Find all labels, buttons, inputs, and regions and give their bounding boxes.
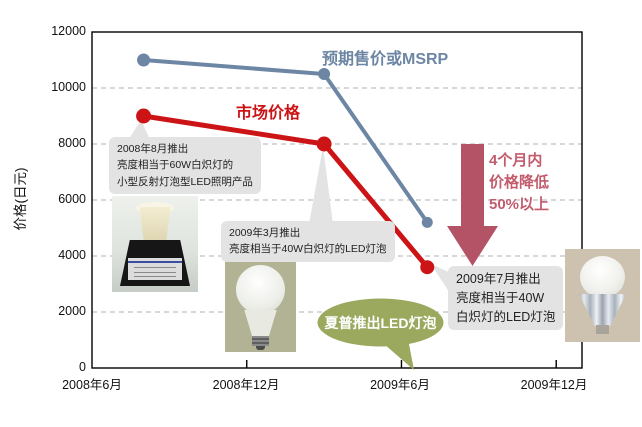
y-tick-label-0: 0 [79, 360, 86, 374]
callout-pointer-box1 [127, 120, 151, 142]
annotation-line: 亮度相当于60W白炽灯的 [117, 159, 234, 172]
product-photo-led-bulb-40w [225, 259, 296, 352]
product-photo-reflector-led-lamp [112, 196, 198, 292]
led-bulb-dome [580, 256, 625, 298]
annotation-line: 亮度相当于40W [456, 290, 545, 305]
y-tick-label-6000: 6000 [58, 192, 86, 206]
label-text-line [134, 272, 176, 273]
sharp-launch-bubble [317, 298, 444, 347]
msrp-point-2009年7月 [421, 216, 433, 228]
y-tick-label-8000: 8000 [58, 136, 86, 150]
reflector-bulb-body [139, 207, 171, 243]
price-drop-note-line: 价格降低 [489, 174, 550, 191]
annotation-2008-08: 2008年8月推出 亮度相当于60W白炽灯的 小型反射灯泡型LED照明产品 [109, 137, 261, 194]
annotation-line: 白炽灯的LED灯泡 [456, 309, 556, 324]
led-bulb-dome [236, 265, 285, 314]
price-drop-note: 4个月内 价格降低 50%以上 [489, 150, 549, 216]
annotation-line: 2008年8月推出 [117, 143, 189, 155]
x-tick-label-2008-12: 2008年12月 [212, 378, 280, 392]
msrp-point-2009年3月 [318, 68, 331, 80]
msrp-point-2008年8月 [137, 53, 151, 67]
market-series-label: 市场价格 [236, 105, 301, 122]
led-bulb-screw-base [252, 336, 269, 346]
price-drop-note-line: 4个月内 [489, 152, 543, 169]
annotation-2009-07: 2009年7月推出 亮度相当于40W 白炽灯的LED灯泡 [448, 266, 564, 331]
plot-border [91, 31, 583, 369]
led-bulb-screw-base [596, 325, 609, 334]
annotation-2009-03: 2009年3月推出 亮度相当于40W白炽灯的LED灯泡 [221, 221, 395, 262]
x-tick-label-2009-06: 2009年6月 [370, 378, 430, 392]
bubble-tail [384, 339, 414, 370]
annotation-line: 2009年3月推出 [229, 227, 301, 239]
lamp-base-label [128, 258, 182, 280]
market-point-2009年7月 [420, 260, 435, 275]
price-drop-note-line: 50%以上 [489, 196, 550, 213]
led-bulb-body [244, 310, 277, 337]
price-drop-arrow-icon [447, 144, 498, 266]
y-tick-label-2000: 2000 [58, 304, 86, 318]
callout-pointer-box3 [431, 264, 451, 295]
product-photo-sharp-led-bulb [565, 249, 640, 342]
label-text-line [134, 267, 176, 268]
callout-pointer-box2 [309, 147, 333, 224]
label-blue-stripe [128, 261, 182, 263]
market-point-2008年8月 [136, 108, 152, 124]
market-point-2009年3月 [316, 136, 332, 152]
label-text-line [134, 276, 176, 277]
annotation-line: 亮度相当于40W白炽灯的LED灯泡 [229, 243, 387, 256]
y-tick-label-12000: 12000 [51, 24, 86, 38]
x-tick-label-2008-06: 2008年6月 [62, 378, 122, 392]
led-bulb-heatsink-fins [578, 294, 627, 326]
sharp-launch-bubble-label: 夏普推出LED灯泡 [324, 315, 437, 331]
x-tick-label-2009-12: 2009年12月 [520, 378, 588, 392]
led-bulb-tip [256, 346, 265, 350]
annotation-line: 小型反射灯泡型LED照明产品 [117, 175, 253, 188]
y-tick-label-10000: 10000 [51, 80, 86, 94]
msrp-series-label: 预期售价或MSRP [322, 51, 449, 68]
y-axis-title: 价格(日元) [13, 167, 28, 231]
annotation-line: 2009年7月推出 [456, 272, 541, 286]
y-tick-label-4000: 4000 [58, 248, 86, 262]
